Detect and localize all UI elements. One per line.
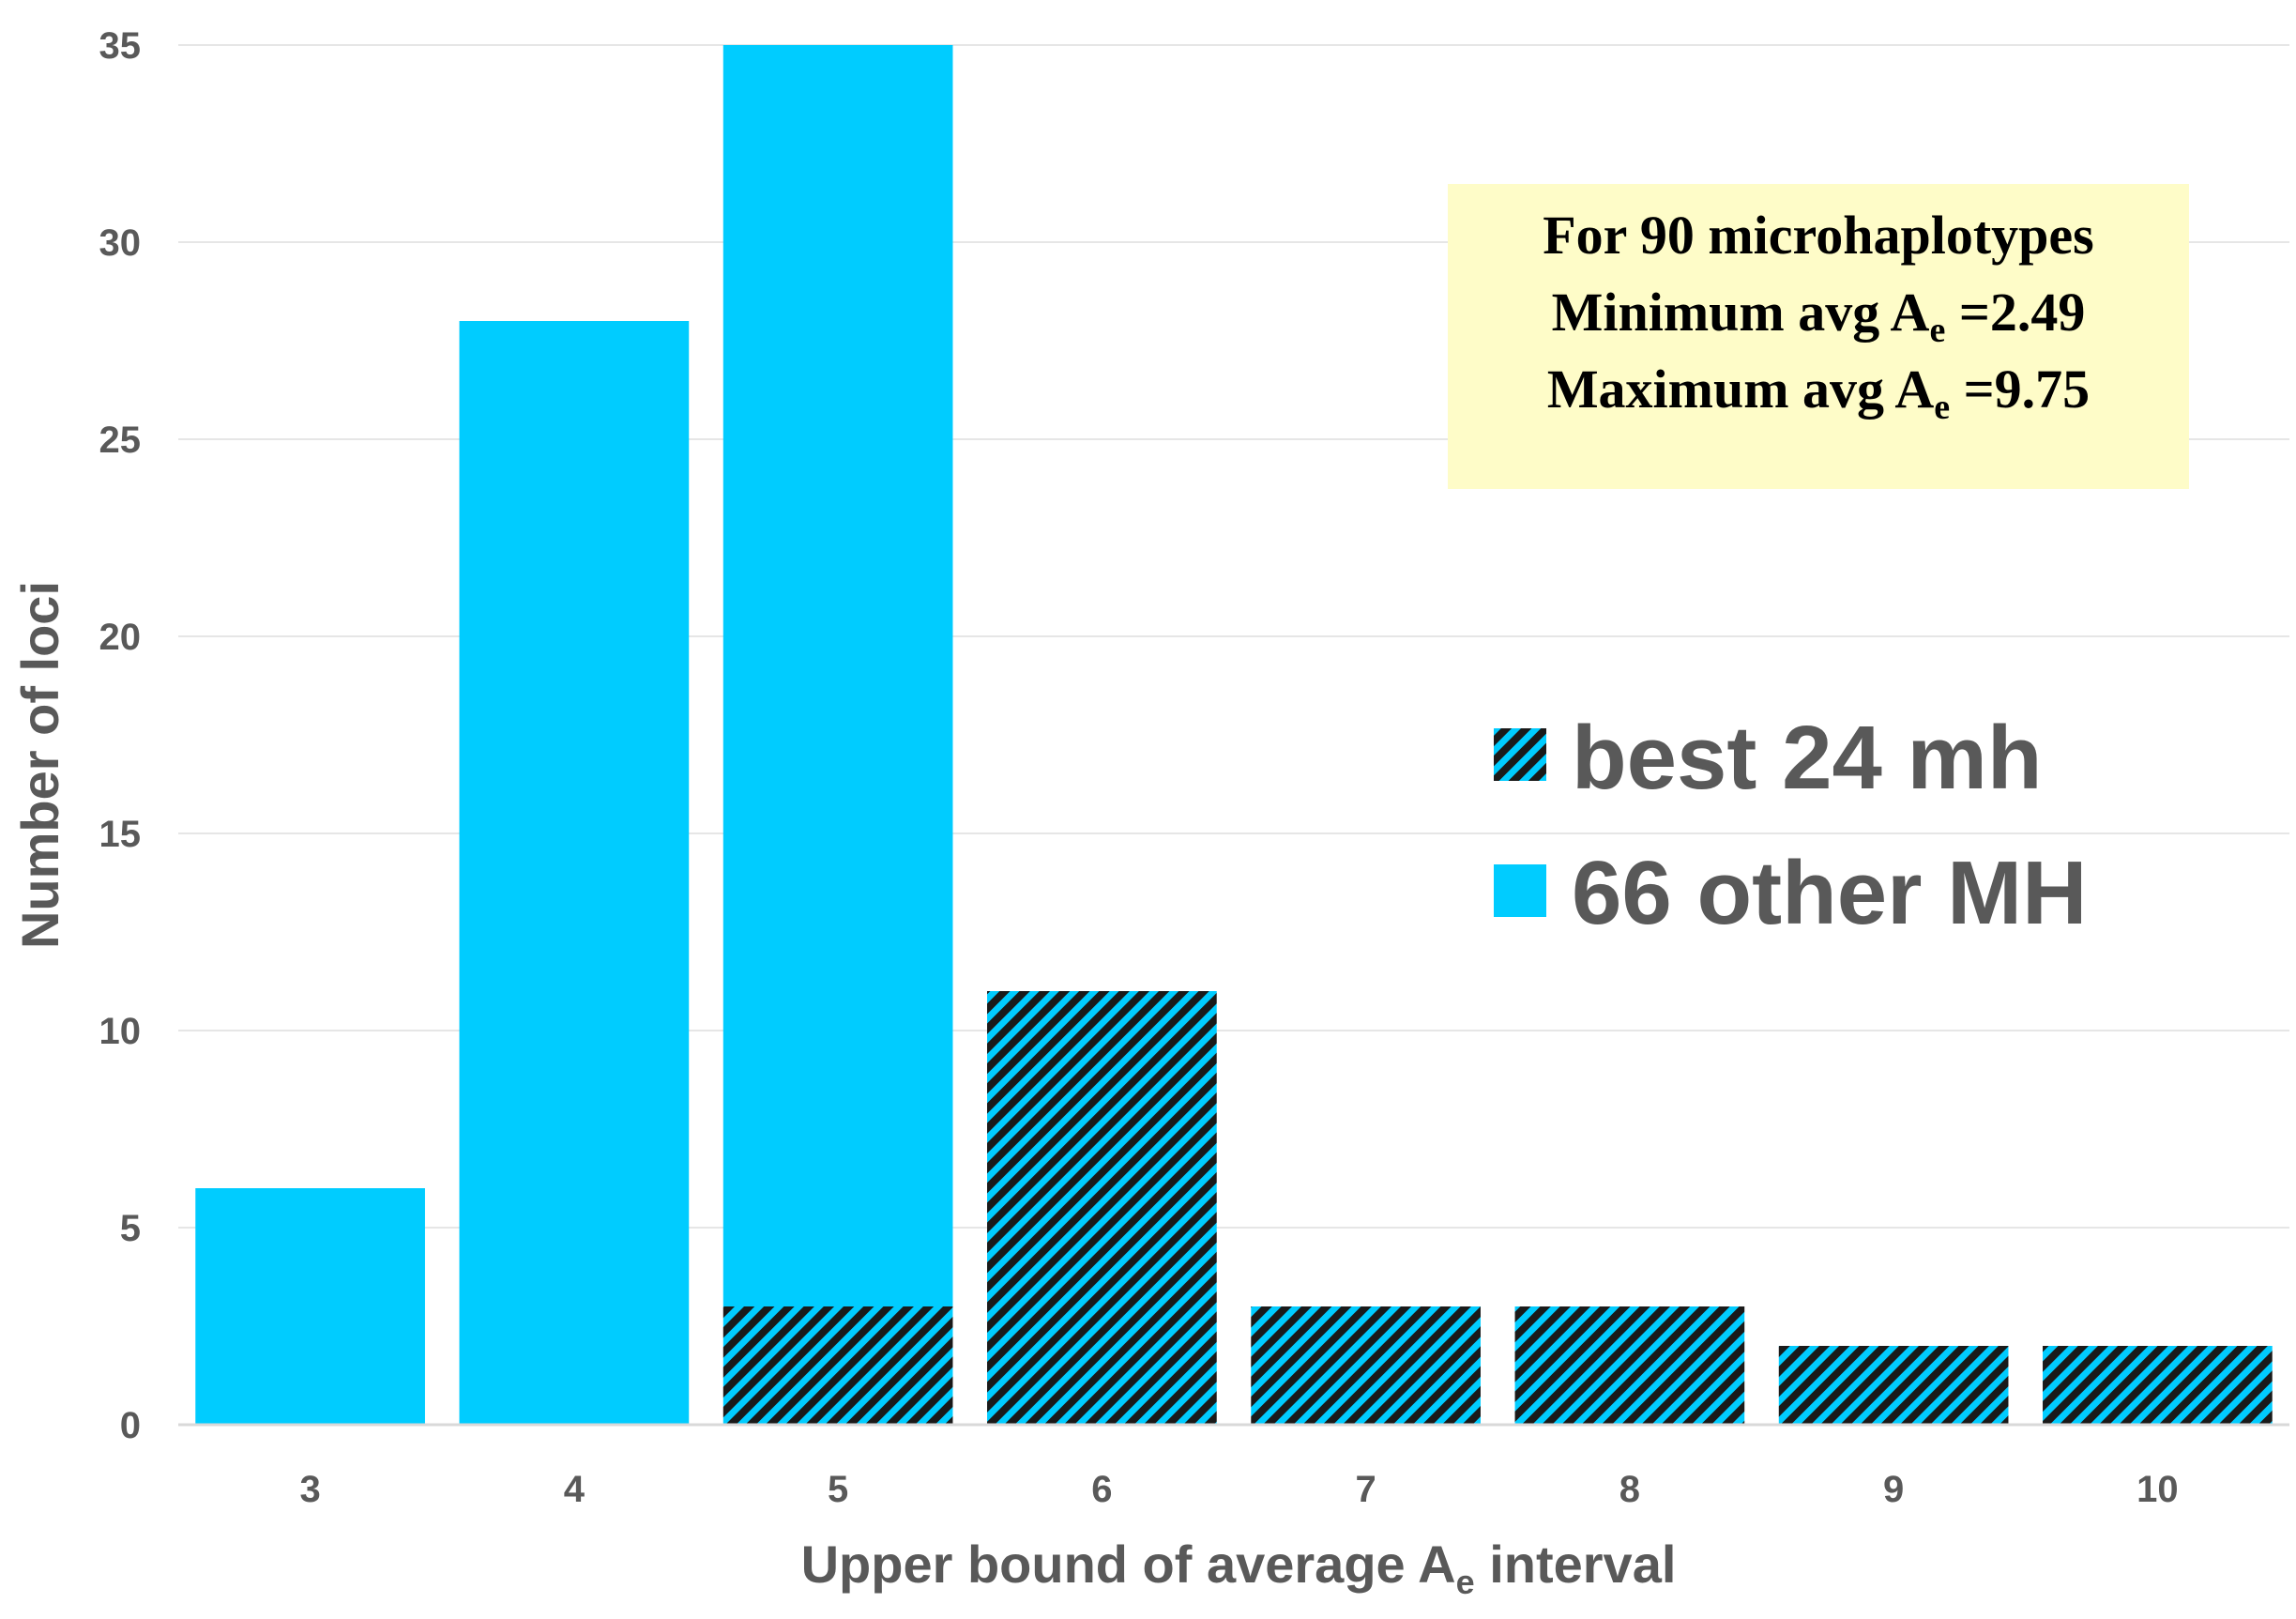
y-tick-label-30: 30 <box>99 222 142 264</box>
bar-66-other-mh-5 <box>722 45 953 1306</box>
x-axis-title-subscript: e <box>1456 1563 1475 1601</box>
x-tick-label-8: 8 <box>1619 1469 1640 1510</box>
y-tick-label-0: 0 <box>120 1405 141 1446</box>
x-tick-label-5: 5 <box>828 1469 848 1510</box>
bar-66-other-mh-4 <box>459 321 690 1425</box>
x-tick-label-3: 3 <box>300 1469 321 1510</box>
x-tick-label-9: 9 <box>1883 1469 1904 1510</box>
y-tick-label-10: 10 <box>99 1011 142 1052</box>
x-tick-label-7: 7 <box>1356 1469 1376 1510</box>
annotation-line-1: For 90 microhaplotypes <box>1543 205 2094 266</box>
bar-best-24-mh-10 <box>2043 1346 2273 1425</box>
bar-best-24-mh-7 <box>1251 1306 1481 1425</box>
x-axis-title: Upper bound of average Ae interval <box>801 1535 1677 1601</box>
bar-66-other-mh-3 <box>195 1188 425 1425</box>
bar-best-24-mh-6 <box>987 991 1217 1425</box>
bar-best-24-mh-8 <box>1514 1306 1745 1425</box>
annotation-background <box>1448 184 2189 489</box>
annotation-line-2: Minimum avg Ae =2.49 <box>1552 282 2086 350</box>
x-tick-label-4: 4 <box>564 1469 585 1510</box>
x-axis-ticks: 3 4 5 6 7 8 9 10 <box>300 1469 2179 1510</box>
bar-best-24-mh-5 <box>722 1306 953 1425</box>
legend-label-66-other-mh: 66 other MH <box>1572 843 2087 943</box>
y-tick-label-15: 15 <box>99 814 142 855</box>
legend: best 24 mh 66 other MH <box>1494 708 2087 943</box>
x-tick-label-6: 6 <box>1091 1469 1112 1510</box>
y-tick-label-25: 25 <box>99 420 142 461</box>
legend-swatch-66-other-mh <box>1494 864 1546 917</box>
x-axis-title-suffix: interval <box>1475 1535 1677 1594</box>
x-axis-title-main: Upper bound of average A <box>801 1535 1456 1594</box>
annotation-box: For 90 microhaplotypes Minimum avg Ae =2… <box>1448 184 2189 489</box>
y-axis-ticks: 0 5 10 15 20 25 30 35 <box>99 25 142 1446</box>
y-tick-label-5: 5 <box>120 1208 141 1249</box>
legend-swatch-best-24-mh <box>1494 728 1546 781</box>
legend-label-best-24-mh: best 24 mh <box>1572 708 2043 808</box>
y-tick-label-20: 20 <box>99 617 142 658</box>
y-tick-label-35: 35 <box>99 25 142 67</box>
y-axis-title: Number of loci <box>10 581 69 949</box>
annotation-line-3: Maximum avg Ae =9.75 <box>1547 359 2090 427</box>
bars <box>195 45 2273 1425</box>
bar-best-24-mh-9 <box>1778 1346 2009 1425</box>
x-tick-label-10: 10 <box>2136 1469 2179 1510</box>
